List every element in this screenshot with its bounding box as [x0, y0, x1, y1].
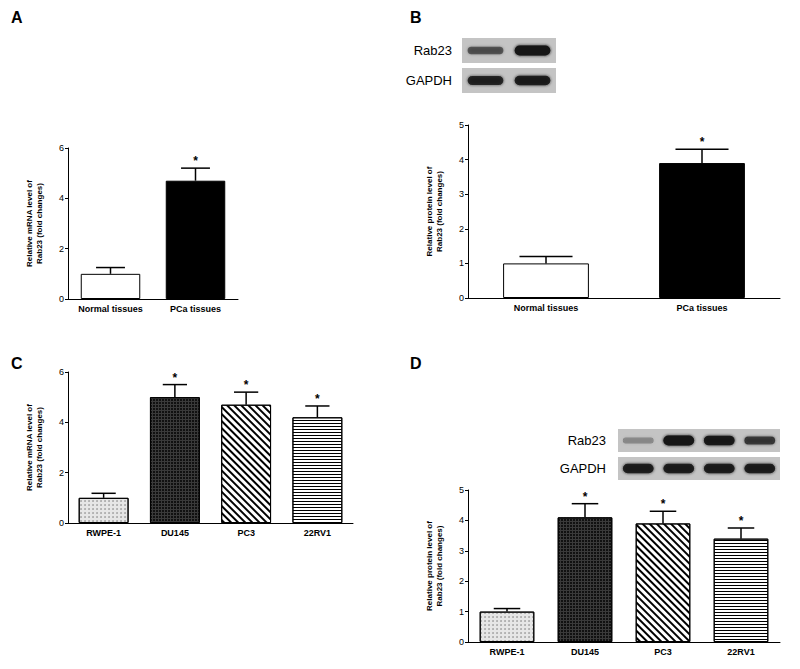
svg-text:0: 0 — [59, 294, 64, 304]
svg-text:RWPE-1: RWPE-1 — [86, 528, 121, 538]
svg-text:*: * — [661, 497, 666, 511]
svg-text:C: C — [11, 355, 23, 372]
svg-text:PCa tissues: PCa tissues — [676, 303, 727, 313]
svg-text:Rab23 (fold changes): Rab23 (fold changes) — [35, 183, 44, 264]
svg-text:*: * — [173, 371, 178, 385]
svg-text:Normal tissues: Normal tissues — [514, 303, 579, 313]
svg-text:PCa tissues: PCa tissues — [170, 304, 221, 314]
svg-text:0: 0 — [459, 293, 464, 303]
svg-text:1: 1 — [459, 607, 464, 617]
svg-text:0: 0 — [459, 637, 464, 647]
svg-text:Rab23 (fold changes): Rab23 (fold changes) — [35, 407, 44, 488]
svg-text:RWPE-1: RWPE-1 — [490, 647, 525, 657]
svg-text:*: * — [739, 514, 744, 528]
svg-text:*: * — [315, 392, 320, 406]
svg-text:B: B — [410, 9, 422, 26]
svg-text:4: 4 — [459, 515, 464, 525]
svg-text:4: 4 — [59, 193, 64, 203]
svg-text:4: 4 — [459, 155, 464, 165]
svg-text:*: * — [700, 135, 705, 149]
svg-text:3: 3 — [459, 546, 464, 556]
svg-text:22RV1: 22RV1 — [727, 647, 754, 657]
svg-text:Relative mRNA level of: Relative mRNA level of — [25, 404, 34, 491]
svg-text:Relative protein level of: Relative protein level of — [425, 166, 434, 256]
svg-text:2: 2 — [459, 576, 464, 586]
svg-text:GAPDH: GAPDH — [560, 461, 606, 476]
svg-text:Rab23 (fold changes): Rab23 (fold changes) — [435, 525, 444, 606]
svg-text:*: * — [193, 154, 198, 168]
svg-text:PC3: PC3 — [237, 528, 255, 538]
svg-text:*: * — [244, 378, 249, 392]
svg-text:6: 6 — [59, 143, 64, 153]
svg-text:*: * — [583, 490, 588, 504]
svg-text:GAPDH: GAPDH — [406, 73, 452, 88]
svg-text:2: 2 — [59, 468, 64, 478]
svg-text:DU145: DU145 — [571, 647, 599, 657]
svg-text:1: 1 — [459, 258, 464, 268]
svg-text:4: 4 — [59, 417, 64, 427]
svg-text:5: 5 — [459, 120, 464, 130]
svg-text:Relative mRNA level of: Relative mRNA level of — [25, 180, 34, 267]
svg-text:PC3: PC3 — [654, 647, 672, 657]
svg-text:3: 3 — [459, 189, 464, 199]
svg-text:Normal tissues: Normal tissues — [78, 304, 143, 314]
svg-text:D: D — [410, 355, 422, 372]
svg-text:Rab23: Rab23 — [568, 433, 606, 448]
svg-text:A: A — [11, 9, 23, 26]
svg-text:5: 5 — [459, 485, 464, 495]
svg-text:Relative protein level of: Relative protein level of — [425, 521, 434, 611]
svg-text:0: 0 — [59, 518, 64, 528]
svg-text:Rab23: Rab23 — [414, 43, 452, 58]
svg-text:2: 2 — [59, 244, 64, 254]
svg-text:6: 6 — [59, 367, 64, 377]
svg-text:2: 2 — [459, 224, 464, 234]
svg-text:DU145: DU145 — [161, 528, 189, 538]
svg-text:Rab23 (fold changes): Rab23 (fold changes) — [435, 171, 444, 252]
svg-text:22RV1: 22RV1 — [304, 528, 331, 538]
